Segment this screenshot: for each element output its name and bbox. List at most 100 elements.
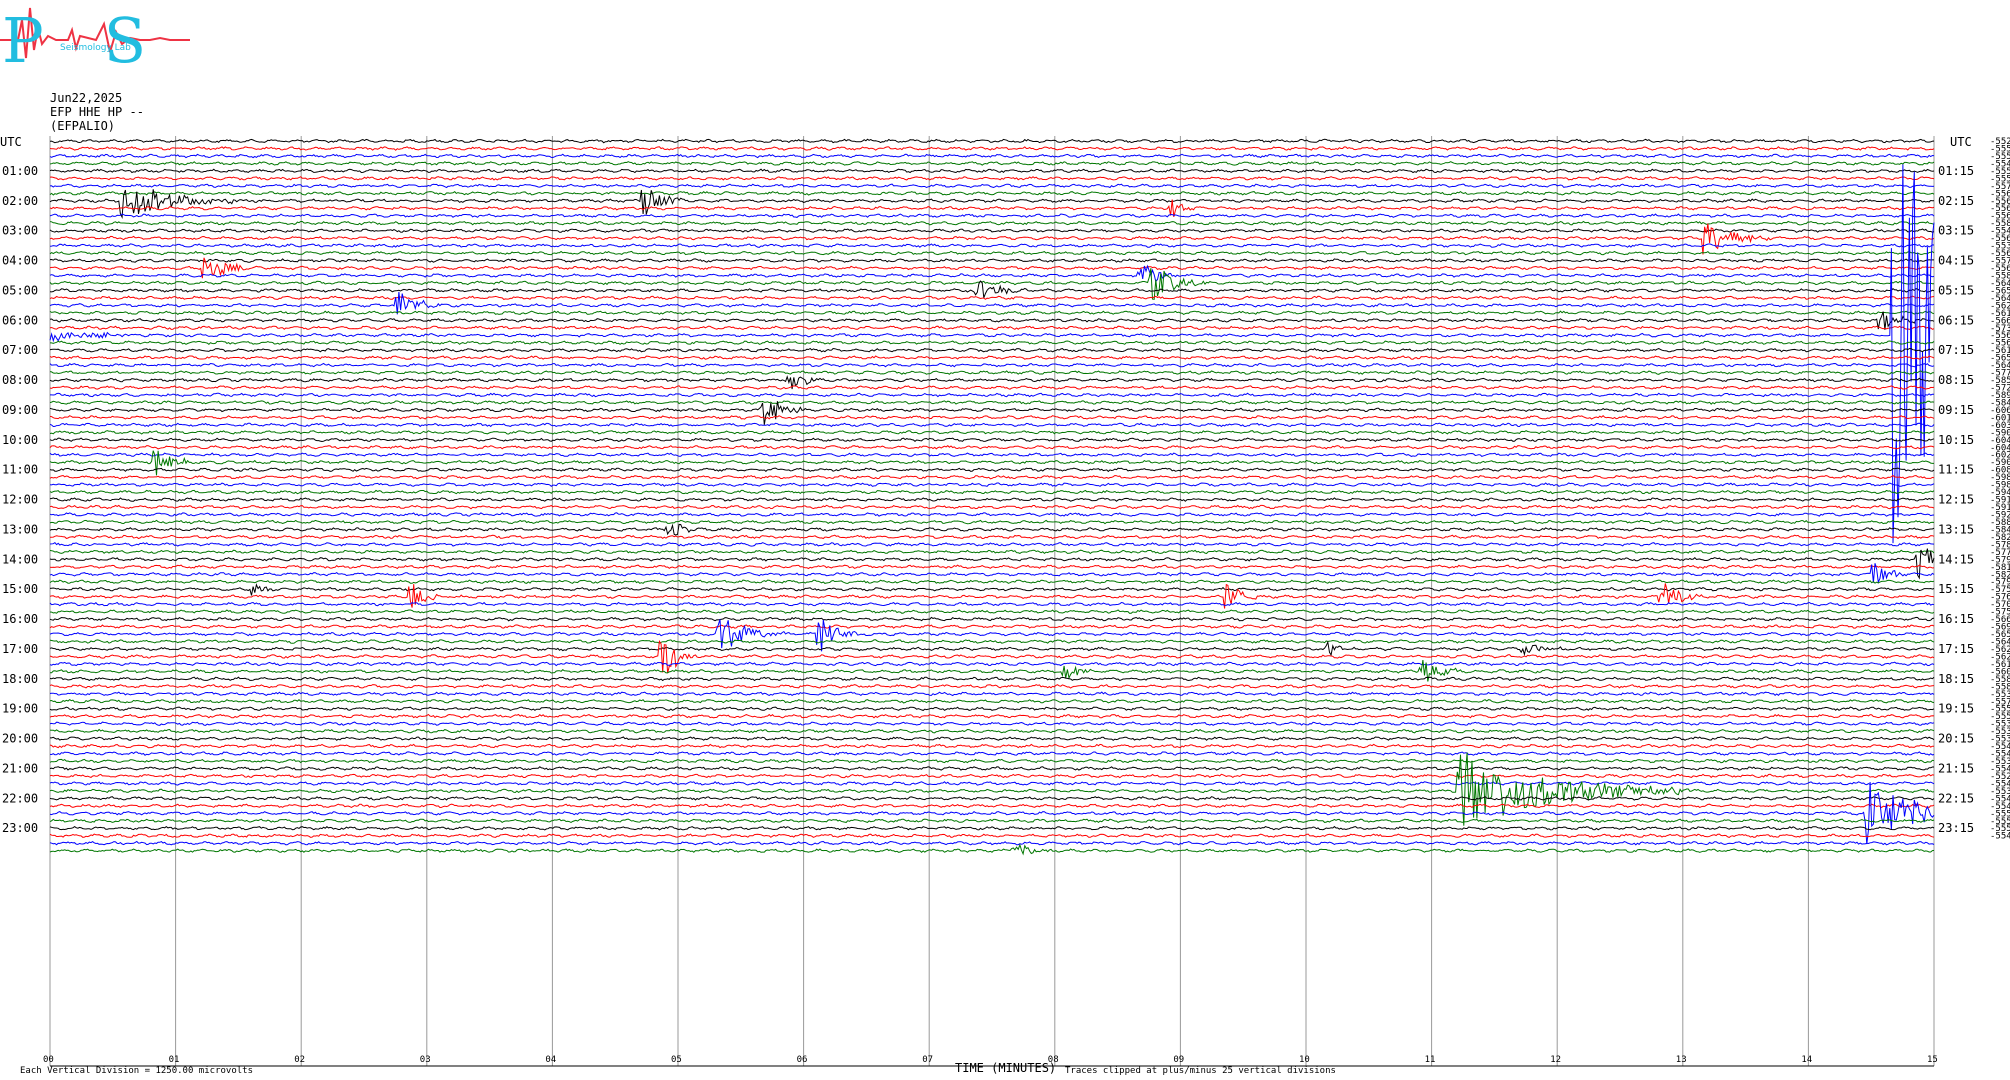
row-offset-label: -5552 [1990, 174, 2010, 184]
row-offset-label: -5530 [1990, 735, 2010, 745]
row-offset-label: -5765 [1990, 593, 2010, 603]
row-offset-label: -6043 [1990, 443, 2010, 453]
row-offset-label: -5539 [1990, 787, 2010, 797]
x-tick-label: 02 [294, 1055, 305, 1065]
row-offset-label: -5547 [1990, 802, 2010, 812]
trace-row-12 [49, 228, 1935, 233]
right-hour-label: 12:15 [1938, 493, 1974, 507]
x-tick-label: 06 [797, 1055, 808, 1065]
trace-row-61 [49, 583, 1935, 609]
x-tick-label: 08 [1048, 1055, 1059, 1065]
x-tick-label: 15 [1927, 1055, 1938, 1065]
trace-row-6 [49, 183, 1935, 189]
right-hour-label: 21:15 [1938, 761, 1974, 775]
row-offset-label: -6064 [1990, 406, 2010, 416]
row-offset-label: -5917 [1990, 503, 2010, 513]
x-tick-label: 03 [420, 1055, 431, 1065]
row-offset-label: -6026 [1990, 451, 2010, 461]
row-offset-label: -5646 [1990, 637, 2010, 647]
row-offset-label: -5980 [1990, 481, 2010, 491]
row-offset-label: -5560 [1990, 204, 2010, 214]
trace-row-92 [49, 825, 1935, 831]
right-hour-label: 13:15 [1938, 522, 1974, 536]
trace-row-62 [49, 601, 1935, 607]
row-offset-label: -5621 [1990, 301, 2010, 311]
trace-row-8 [49, 189, 1934, 220]
clip-note: Traces clipped at plus/minus 25 vertical… [1065, 1066, 1336, 1076]
trace-row-23 [49, 310, 1935, 316]
trace-row-29 [49, 355, 1935, 360]
trace-row-13 [49, 223, 1935, 255]
trace-row-14 [49, 243, 1935, 248]
row-offset-label: -5781 [1990, 540, 2010, 550]
trace-row-22 [49, 291, 1935, 315]
trace-row-19 [49, 268, 1935, 300]
row-offset-label: -5544 [1990, 764, 2010, 774]
trace-row-47 [49, 489, 1935, 495]
trace-row-0 [49, 138, 1935, 144]
trace-row-78 [49, 721, 1935, 726]
row-offset-label: -5583 [1990, 219, 2010, 229]
row-offset-label: -5659 [1990, 354, 2010, 364]
row-offset-label: -5554 [1990, 809, 2010, 819]
trace-row-82 [49, 751, 1935, 756]
trace-row-40 [49, 437, 1935, 443]
row-offset-label: -5568 [1990, 264, 2010, 274]
header-channel: EFP HHE HP -- [50, 105, 144, 119]
row-offset-label: -5615 [1990, 346, 2010, 356]
right-hour-label: 22:15 [1938, 791, 1974, 805]
right-hour-label: 03:15 [1938, 224, 1974, 238]
left-hour-label: 12:00 [2, 493, 38, 507]
trace-row-52 [49, 523, 1935, 536]
row-offset-label: -5669 [1990, 615, 2010, 625]
left-hour-label: 10:00 [2, 433, 38, 447]
row-offset-label: -5844 [1990, 398, 2010, 408]
trace-row-66 [49, 619, 1935, 652]
trace-row-56 [49, 548, 1935, 580]
trace-row-86 [49, 781, 1935, 786]
trace-row-11 [49, 220, 1935, 226]
row-offset-label: -5810 [1990, 563, 2010, 573]
left-hour-label: 22:00 [2, 791, 38, 805]
trace-row-16 [49, 258, 1934, 263]
trace-row-93 [49, 833, 1935, 838]
trace-row-63 [49, 609, 1935, 614]
row-offset-label: -5543 [1990, 227, 2010, 237]
trace-row-73 [49, 684, 1935, 689]
row-offset-label: -5550 [1990, 705, 2010, 715]
x-tick-label: 00 [43, 1055, 54, 1065]
trace-row-72 [49, 676, 1935, 682]
row-offset-label: -5821 [1990, 570, 2010, 580]
row-offset-label: -5554 [1990, 712, 2010, 722]
left-hour-label: 01:00 [2, 164, 38, 178]
right-hour-label: 04:15 [1938, 254, 1974, 268]
header-date: Jun22,2025 [50, 91, 123, 105]
trace-row-55 [49, 549, 1935, 555]
left-hour-label: 13:00 [2, 522, 38, 536]
left-hour-label: 20:00 [2, 732, 38, 746]
x-tick-label: 04 [545, 1055, 556, 1065]
right-hour-label: 08:15 [1938, 373, 1974, 387]
left-hour-label: 11:00 [2, 463, 38, 477]
x-tick-label: 13 [1676, 1055, 1687, 1065]
row-offset-label: -5550 [1990, 152, 2010, 162]
left-hour-label: 08:00 [2, 373, 38, 387]
left-hour-label: 16:00 [2, 612, 38, 626]
trace-row-33 [49, 385, 1935, 390]
left-hour-label: 15:00 [2, 582, 38, 596]
trace-row-83 [49, 758, 1935, 764]
trace-row-7 [49, 190, 1935, 196]
row-offset-label: -5584 [1990, 675, 2010, 685]
right-hour-label: 11:15 [1938, 463, 1974, 477]
vertical-division-note: Each Vertical Division = 1250.00 microvo… [20, 1066, 253, 1076]
right-hour-label: 07:15 [1938, 343, 1974, 357]
row-offset-label: -5541 [1990, 750, 2010, 760]
row-offset-label: -5524 [1990, 772, 2010, 782]
trace-row-60 [49, 583, 1935, 596]
trace-row-54 [49, 542, 1935, 547]
row-offset-label: -5629 [1990, 645, 2010, 655]
row-offset-label: -5570 [1990, 182, 2010, 192]
row-offset-label: -5751 [1990, 608, 2010, 618]
